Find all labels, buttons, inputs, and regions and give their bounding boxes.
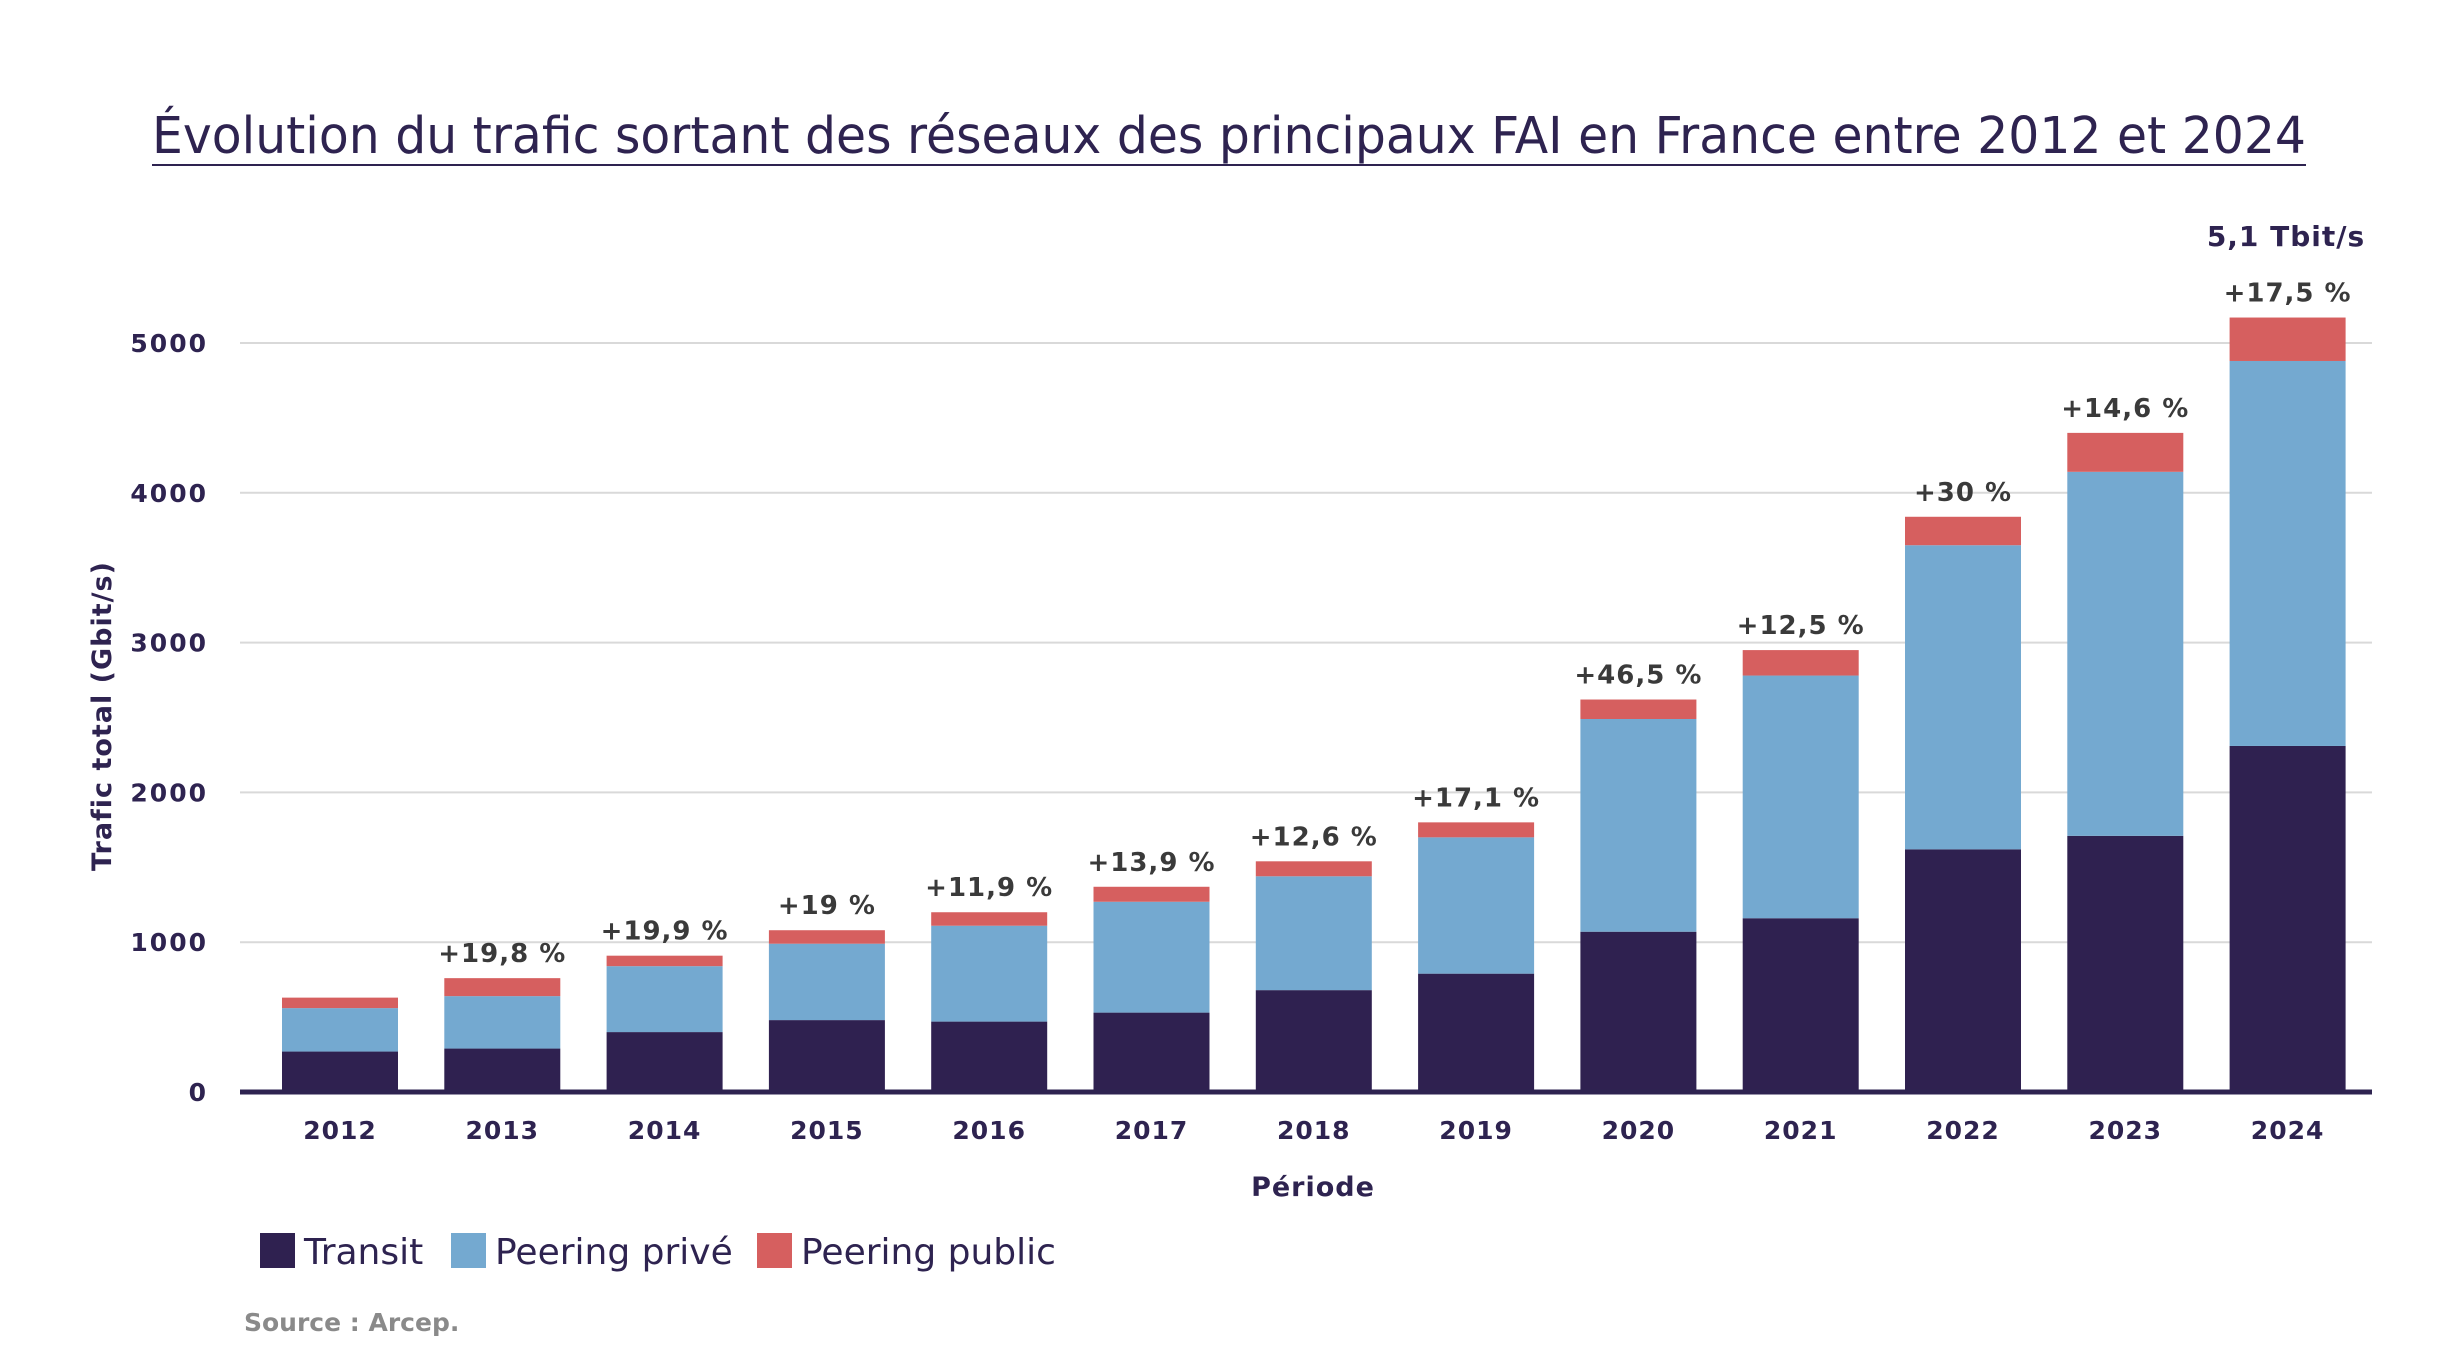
x-tick-label: 2018 xyxy=(1277,1116,1351,1145)
bar-segment-peering-prive xyxy=(1742,675,1859,919)
total-annotation: 5,1 Tbit/s xyxy=(2207,220,2365,253)
bar-segment-peering-public xyxy=(282,997,398,1009)
bar-segment-peering-public xyxy=(1255,861,1372,877)
legend-swatch-peering-public xyxy=(757,1233,792,1268)
growth-labels: +19,8 % +19,9 % +19 % +11,9 % +13,9 % +12,6 %… xyxy=(438,279,2352,970)
source-note: Source : Arcep. xyxy=(244,1308,459,1337)
y-axis-ticks: 0 1000 2000 3000 4000 5000 xyxy=(130,329,208,1107)
x-tick-label: 2022 xyxy=(1926,1116,2000,1145)
legend-item-transit: Transit xyxy=(260,1232,423,1273)
growth-label: +11,9 % xyxy=(925,873,1053,903)
y-tick-label: 1000 xyxy=(130,928,208,957)
legend: Transit Peering privé Peering public xyxy=(260,1232,1056,1273)
y-tick-label: 5000 xyxy=(130,329,208,358)
x-tick-label: 2023 xyxy=(2089,1116,2163,1145)
legend-item-peering-public: Peering public xyxy=(757,1232,1056,1273)
bar-segment-peering-prive xyxy=(768,943,885,1021)
growth-label: +19,9 % xyxy=(601,917,729,947)
legend-label-transit: Transit xyxy=(303,1232,423,1273)
bar-segment-transit xyxy=(606,1032,723,1092)
bar-segment-transit xyxy=(1580,931,1697,1092)
x-tick-label: 2013 xyxy=(466,1116,540,1145)
bar-segment-peering-prive xyxy=(444,996,561,1049)
x-tick-label: 2016 xyxy=(952,1116,1026,1145)
bar-segment-transit xyxy=(2067,835,2184,1092)
bar-segment-transit xyxy=(1255,990,1372,1092)
bar-segment-peering-prive xyxy=(606,966,723,1033)
bar-segment-peering-public xyxy=(1905,516,2021,546)
bar-segment-transit xyxy=(1905,849,2021,1092)
growth-label: +17,5 % xyxy=(2224,279,2352,309)
bar-segment-peering-prive xyxy=(1255,876,1372,991)
bar-segment-transit xyxy=(1742,918,1859,1092)
x-tick-label: 2019 xyxy=(1439,1116,1513,1145)
bar-segment-peering-public xyxy=(2067,432,2184,472)
bar-segment-peering-prive xyxy=(1093,901,1210,1013)
bar-segment-peering-prive xyxy=(931,925,1048,1022)
bar-segment-transit xyxy=(282,1051,398,1092)
gridlines xyxy=(240,342,2372,944)
growth-label: +12,5 % xyxy=(1737,611,1865,641)
legend-item-peering-prive: Peering privé xyxy=(451,1232,733,1273)
growth-label: +14,6 % xyxy=(2061,394,2189,424)
legend-swatch-transit xyxy=(260,1233,295,1268)
x-tick-label: 2014 xyxy=(628,1116,702,1145)
bar-segment-transit xyxy=(768,1020,885,1092)
bar-segment-transit xyxy=(1418,973,1535,1092)
bar-segment-peering-prive xyxy=(1418,837,1535,974)
bar-segment-peering-public xyxy=(931,912,1048,926)
x-axis-ticks: 2012 2013 2014 2015 2016 2017 2018 2019 2020 2021… xyxy=(303,1116,2325,1145)
x-tick-label: 2020 xyxy=(1602,1116,1676,1145)
growth-label: +19,8 % xyxy=(438,939,566,969)
legend-swatch-peering-prive xyxy=(451,1233,486,1268)
bar-segment-peering-public xyxy=(1742,650,1859,676)
bar-segment-peering-public xyxy=(444,978,561,997)
bar-segment-peering-prive xyxy=(2229,360,2346,746)
bar-segment-peering-public xyxy=(606,955,723,967)
x-tick-label: 2015 xyxy=(790,1116,864,1145)
y-tick-label: 4000 xyxy=(130,479,208,508)
x-axis-label: Période xyxy=(1251,1172,1375,1203)
bar-segment-peering-prive xyxy=(2067,471,2184,836)
growth-label: +19 % xyxy=(778,891,876,921)
bar-segment-peering-public xyxy=(2229,317,2346,361)
growth-label: +12,6 % xyxy=(1250,822,1378,852)
bars xyxy=(282,317,2346,1092)
growth-label: +30 % xyxy=(1914,478,2012,508)
growth-label: +46,5 % xyxy=(1574,661,1702,691)
growth-label: +17,1 % xyxy=(1412,783,1540,813)
bar-segment-peering-public xyxy=(1418,822,1535,838)
y-axis-label: Trafic total (Gbit/s) xyxy=(87,561,118,871)
bar-segment-peering-public xyxy=(1580,699,1697,719)
x-tick-label: 2021 xyxy=(1764,1116,1838,1145)
bar-segment-transit xyxy=(2229,745,2346,1092)
x-tick-label: 2012 xyxy=(303,1116,377,1145)
bar-segment-peering-prive xyxy=(282,1008,398,1052)
bar-segment-peering-public xyxy=(768,930,885,944)
x-tick-label: 2017 xyxy=(1115,1116,1189,1145)
x-tick-label: 2024 xyxy=(2251,1116,2325,1145)
y-tick-label: 2000 xyxy=(130,778,208,807)
bar-segment-transit xyxy=(931,1021,1048,1092)
bar-segment-peering-public xyxy=(1093,886,1210,902)
bar-segment-peering-prive xyxy=(1580,718,1697,932)
chart-title: Évolution du trafic sortant des réseaux … xyxy=(152,105,2306,166)
y-tick-label: 0 xyxy=(189,1078,208,1107)
y-tick-label: 3000 xyxy=(130,629,208,658)
legend-label-peering-prive: Peering privé xyxy=(495,1232,733,1273)
legend-label-peering-public: Peering public xyxy=(801,1232,1056,1273)
growth-label: +13,9 % xyxy=(1087,848,1215,878)
bar-segment-transit xyxy=(1093,1012,1210,1092)
bar-segment-transit xyxy=(444,1048,561,1092)
bar-segment-peering-prive xyxy=(1905,545,2021,850)
